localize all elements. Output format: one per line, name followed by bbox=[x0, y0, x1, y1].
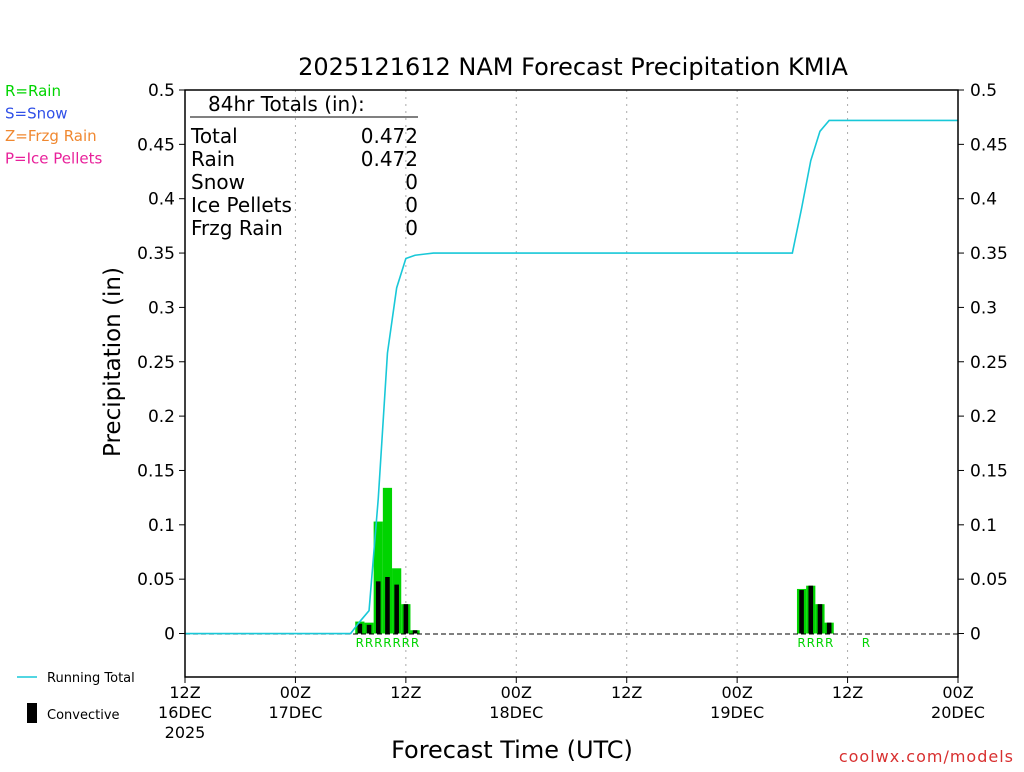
totals-row-label: Ice Pellets bbox=[191, 193, 292, 217]
y-tick-label-right: 0.5 bbox=[970, 81, 997, 101]
y-tick-label-left: 0.15 bbox=[137, 461, 175, 481]
ptype-key-item: R=Rain bbox=[5, 82, 61, 100]
convective-bar bbox=[375, 581, 381, 634]
y-tick-label-right: 0.4 bbox=[970, 190, 997, 210]
ptype-label: R bbox=[383, 636, 391, 650]
convective-bar bbox=[357, 623, 363, 634]
x-tick-label: 16DEC bbox=[158, 703, 212, 722]
ptype-label: R bbox=[825, 636, 833, 650]
y-tick-label-right: 0.25 bbox=[970, 353, 1008, 373]
running-total-line bbox=[185, 119, 958, 635]
site-credit: coolwx.com/models bbox=[839, 747, 1014, 766]
legend-running-total: Running Total bbox=[47, 671, 135, 686]
totals-row-value: 0 bbox=[405, 193, 418, 217]
totals-row-label: Frzg Rain bbox=[191, 216, 283, 240]
y-axis-left: 0 0.05 0.1 0.15 0.2 0.25 0.3 0.35 0.4 0.45 0.5 bbox=[137, 81, 185, 645]
y-tick-label-right: 0 bbox=[970, 625, 981, 645]
ptype-label: R bbox=[862, 636, 870, 650]
ptype-key-item: P=Ice Pellets bbox=[5, 150, 102, 168]
y-tick-label-right: 0.05 bbox=[970, 570, 1008, 590]
convective-bar bbox=[366, 624, 372, 634]
ptype-label: R bbox=[411, 636, 419, 650]
totals-box: 84hr Totals (in): Total 0.472 Rain 0.472 Sno… bbox=[190, 92, 418, 240]
y-tick-label-left: 0.3 bbox=[148, 298, 175, 318]
ptype-key: R=Rain S=Snow Z=Frzg Rain P=Ice Pellets bbox=[5, 82, 102, 168]
x-tick-label: 17DEC bbox=[268, 703, 322, 722]
totals-header: 84hr Totals (in): bbox=[208, 92, 365, 116]
totals-row-value: 0 bbox=[405, 216, 418, 240]
x-tick-label: 2025 bbox=[165, 723, 206, 742]
legend-bar-swatch bbox=[27, 703, 37, 723]
rain-bar bbox=[382, 487, 393, 634]
rain-bars bbox=[355, 487, 834, 634]
totals-row-label: Snow bbox=[191, 170, 245, 194]
y-tick-label-left: 0.4 bbox=[148, 190, 175, 210]
x-axis-label: Forecast Time (UTC) bbox=[391, 736, 633, 764]
legend-convective: Convective bbox=[47, 708, 120, 723]
totals-rows: Total 0.472 Rain 0.472 Snow 0 Ice Pellets 0 Frzg… bbox=[190, 124, 418, 240]
y-tick-label-left: 0.5 bbox=[148, 81, 175, 101]
y-tick-label-left: 0.25 bbox=[137, 353, 175, 373]
x-tick-label: 00Z bbox=[280, 683, 311, 702]
y-tick-label-right: 0.1 bbox=[970, 516, 997, 536]
y-tick-label-left: 0 bbox=[164, 625, 175, 645]
y-tick-label-right: 0.15 bbox=[970, 461, 1008, 481]
x-tick-label: 00Z bbox=[501, 683, 532, 702]
convective-bar bbox=[808, 585, 814, 634]
y-tick-label-right: 0.2 bbox=[970, 407, 997, 427]
ptype-label: R bbox=[374, 636, 382, 650]
convective-bar bbox=[826, 622, 832, 634]
ptype-label: R bbox=[392, 636, 400, 650]
ptype-key-item: S=Snow bbox=[5, 105, 68, 123]
rain-bar bbox=[373, 521, 383, 634]
y-tick-label-left: 0.45 bbox=[137, 135, 175, 155]
y-tick-label-left: 0.2 bbox=[148, 407, 175, 427]
y-tick-label-left: 0.1 bbox=[148, 516, 175, 536]
ptype-label: R bbox=[402, 636, 410, 650]
y-tick-label-left: 0.05 bbox=[137, 570, 175, 590]
convective-bar bbox=[817, 604, 823, 634]
legend: Running Total Convective bbox=[17, 671, 135, 723]
totals-row-value: 0.472 bbox=[361, 124, 418, 148]
x-tick-label: 12Z bbox=[390, 683, 421, 702]
y-tick-label-left: 0.35 bbox=[137, 244, 175, 264]
x-tick-label: 00Z bbox=[942, 683, 973, 702]
ptype-label: R bbox=[356, 636, 364, 650]
chart-title: 2025121612 NAM Forecast Precipitation KM… bbox=[298, 53, 848, 81]
ptype-label: R bbox=[797, 636, 805, 650]
convective-bars bbox=[357, 576, 832, 634]
y-tick-label-right: 0.45 bbox=[970, 135, 1008, 155]
convective-bar bbox=[799, 590, 804, 634]
convective-bar bbox=[385, 576, 390, 634]
x-tick-label: 12Z bbox=[832, 683, 863, 702]
y-tick-label-right: 0.3 bbox=[970, 298, 997, 318]
x-tick-label: 19DEC bbox=[710, 703, 764, 722]
totals-row-label: Total bbox=[190, 124, 238, 148]
x-tick-label: 12Z bbox=[611, 683, 642, 702]
totals-row-value: 0 bbox=[405, 170, 418, 194]
convective-bar bbox=[403, 604, 409, 634]
x-tick-label: 12Z bbox=[169, 683, 200, 702]
ptype-label: R bbox=[816, 636, 824, 650]
x-tick-label: 18DEC bbox=[489, 703, 543, 722]
convective-bar bbox=[394, 584, 399, 634]
x-tick-label: 00Z bbox=[721, 683, 752, 702]
totals-row-label: Rain bbox=[191, 147, 235, 171]
convective-bar bbox=[412, 630, 418, 634]
ptype-key-item: Z=Frzg Rain bbox=[5, 127, 97, 145]
x-tick-label: 20DEC bbox=[931, 703, 985, 722]
ptype-label: R bbox=[807, 636, 815, 650]
y-tick-label-right: 0.35 bbox=[970, 244, 1008, 264]
totals-row-value: 0.472 bbox=[361, 147, 418, 171]
y-axis-right: 0 0.05 0.1 0.15 0.2 0.25 0.3 0.35 0.4 0.45 0.5 bbox=[958, 81, 1008, 645]
ptype-label: R bbox=[365, 636, 373, 650]
y-axis-label: Precipitation (in) bbox=[100, 267, 126, 457]
plot-frame bbox=[184, 89, 959, 678]
